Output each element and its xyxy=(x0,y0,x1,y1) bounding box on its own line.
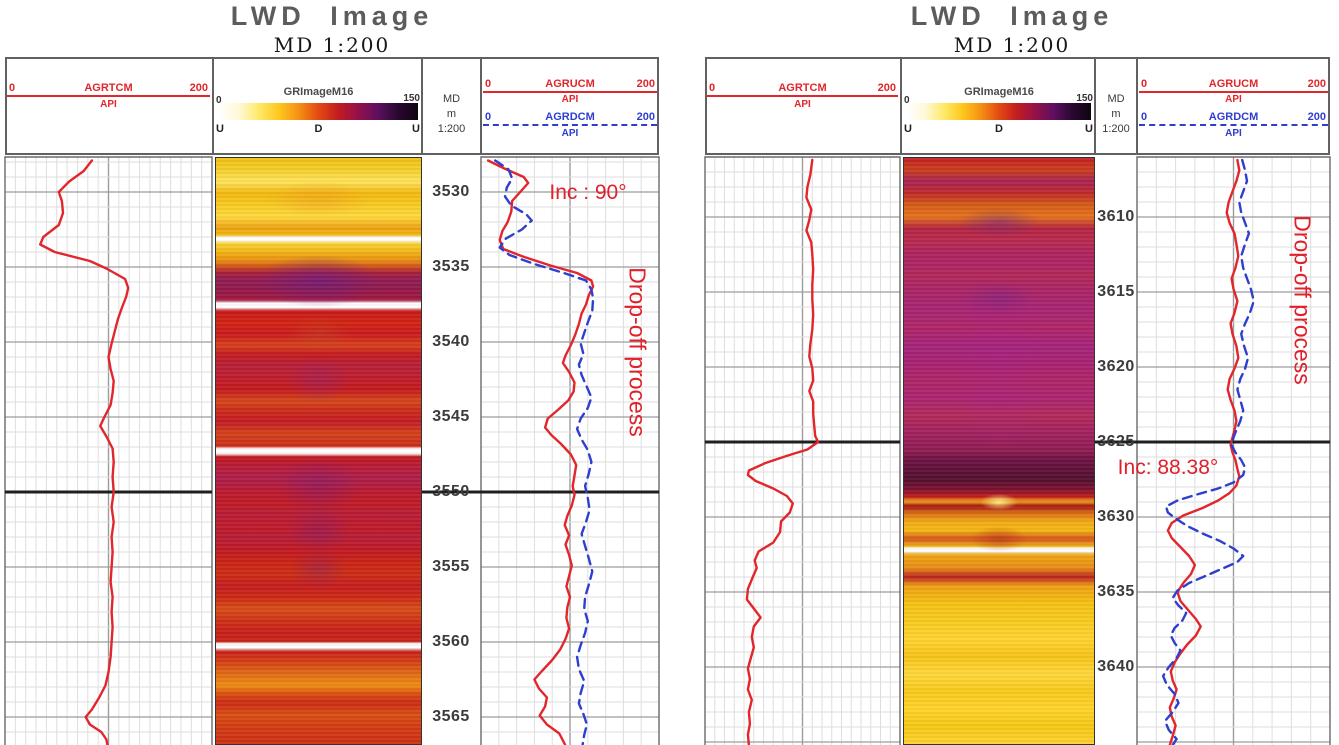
depth-label: 3640 xyxy=(1097,658,1135,675)
curve-agrtcm xyxy=(39,159,130,745)
curve-name-label: AGRDCM xyxy=(1208,111,1259,123)
scale-min-label: 0 xyxy=(1141,78,1148,90)
curve-style-dashed-line xyxy=(1139,124,1328,126)
scale-max-label: 200 xyxy=(189,82,208,94)
unit-label: API xyxy=(561,94,579,105)
image-track-header: GRImageM16 0 150 U D U xyxy=(215,57,422,155)
orientation-d-label: D xyxy=(995,123,1003,135)
md-label: MD xyxy=(442,93,461,105)
md-scale-label: 1:200 xyxy=(1102,123,1130,135)
depth-label: 3565 xyxy=(432,708,470,725)
unit-label: API xyxy=(794,99,811,110)
depth-label: 3535 xyxy=(432,258,470,275)
scale-max-label: 200 xyxy=(636,111,655,123)
curve-agrtcm xyxy=(745,158,820,745)
depth-label: 3625 xyxy=(1097,433,1135,450)
colorbar-max-label: 150 xyxy=(1076,93,1093,104)
depth-label: 3550 xyxy=(432,483,470,500)
scale-max-label: 200 xyxy=(1307,111,1326,123)
scale-min-label: 0 xyxy=(485,78,492,90)
depth-label: 3635 xyxy=(1097,583,1135,600)
depth-label: 3555 xyxy=(432,558,470,575)
curve-name-label: AGRUCM xyxy=(1208,78,1259,90)
colorbar-min-label: 0 xyxy=(904,95,910,106)
header-divider xyxy=(1136,57,1138,155)
header-divider xyxy=(212,57,214,155)
scale-max-label: 200 xyxy=(636,78,655,90)
gr-track-header: 0 AGRTCM 200 API xyxy=(705,57,900,155)
header-divider xyxy=(1094,57,1096,155)
curve-style-line xyxy=(1139,91,1328,93)
md-scale-label: 1:200 xyxy=(437,123,466,135)
scale-max-label: 200 xyxy=(1307,78,1326,90)
curve-style-dashed-line xyxy=(483,124,657,126)
orientation-u-label: U xyxy=(412,123,420,135)
inclination-annotation: Inc : 90° xyxy=(549,181,627,204)
header-divider xyxy=(900,57,902,155)
unit-label: API xyxy=(561,128,579,139)
curve-agrucm xyxy=(486,159,595,745)
curve-name-label: AGRTCM xyxy=(84,82,133,94)
curve-name-label: AGRUCM xyxy=(545,78,595,90)
scale-min-label: 0 xyxy=(1141,111,1148,123)
depth-label: 3540 xyxy=(432,333,470,350)
curve-style-line xyxy=(7,95,210,97)
page-title: LWD Image xyxy=(910,1,1114,31)
colorbar-min-label: 0 xyxy=(216,95,222,106)
dual-curve-track-header: 0 AGRUCM 200 API 0 AGRDCM 200 API xyxy=(1137,57,1330,155)
depth-label: 3610 xyxy=(1097,208,1135,225)
image-track-header: GRImageM16 0 150 U D U xyxy=(903,57,1095,155)
orientation-u-label: U xyxy=(216,123,224,135)
page-title: LWD Image xyxy=(230,1,434,31)
track-header-box xyxy=(705,57,1330,155)
image-name-label: GRImageM16 xyxy=(964,86,1034,98)
orientation-u-label: U xyxy=(1085,123,1093,135)
scale-min-label: 0 xyxy=(9,82,16,94)
dropoff-annotation: Drop-off process xyxy=(624,267,651,437)
unit-label: API xyxy=(1225,128,1242,139)
curve-agrdcm xyxy=(494,159,595,745)
gr-track-header: 0 AGRTCM 200 API xyxy=(5,57,212,155)
image-name-label: GRImageM16 xyxy=(283,86,354,98)
header-divider xyxy=(480,57,482,155)
colorbar xyxy=(219,103,418,120)
inclination-annotation: Inc: 88.38° xyxy=(1117,456,1219,479)
orientation-d-label: D xyxy=(314,123,323,135)
depth-label: 3530 xyxy=(432,183,470,200)
unit-label: API xyxy=(100,99,117,110)
depth-label: 3630 xyxy=(1097,508,1135,525)
md-label: MD xyxy=(1107,93,1125,105)
scale-min-label: 0 xyxy=(709,82,716,94)
gr-image-heatmap xyxy=(903,157,1095,745)
curve-agrucm xyxy=(1166,158,1241,745)
colorbar xyxy=(907,103,1091,120)
depth-label: 3545 xyxy=(432,408,470,425)
dropoff-annotation: Drop-off process xyxy=(1289,215,1316,385)
scale-min-label: 0 xyxy=(485,111,492,123)
colorbar-max-label: 150 xyxy=(403,93,420,104)
curve-style-line xyxy=(483,91,657,93)
depth-track-header: MD m 1:200 xyxy=(422,57,481,155)
depth-label: 3560 xyxy=(432,633,470,650)
curve-name-label: AGRDCM xyxy=(545,111,595,123)
orientation-u-label: U xyxy=(904,123,912,135)
gr-image-heatmap xyxy=(215,157,422,745)
dual-curve-track-header: 0 AGRUCM 200 API 0 AGRDCM 200 API xyxy=(481,57,659,155)
depth-label: 3620 xyxy=(1097,358,1135,375)
md-unit-label: m xyxy=(1111,108,1121,120)
unit-label: API xyxy=(1225,94,1242,105)
scale-subtitle: MD 1:200 xyxy=(953,33,1071,57)
md-unit-label: m xyxy=(446,108,457,120)
curve-agrdcm xyxy=(1161,158,1256,745)
curve-style-line xyxy=(707,95,898,97)
header-divider xyxy=(421,57,423,155)
scale-max-label: 200 xyxy=(877,82,896,94)
depth-track-header: MD m 1:200 xyxy=(1095,57,1137,155)
scale-subtitle: MD 1:200 xyxy=(273,33,391,57)
curve-name-label: AGRTCM xyxy=(778,82,827,94)
depth-label: 3615 xyxy=(1097,283,1135,300)
